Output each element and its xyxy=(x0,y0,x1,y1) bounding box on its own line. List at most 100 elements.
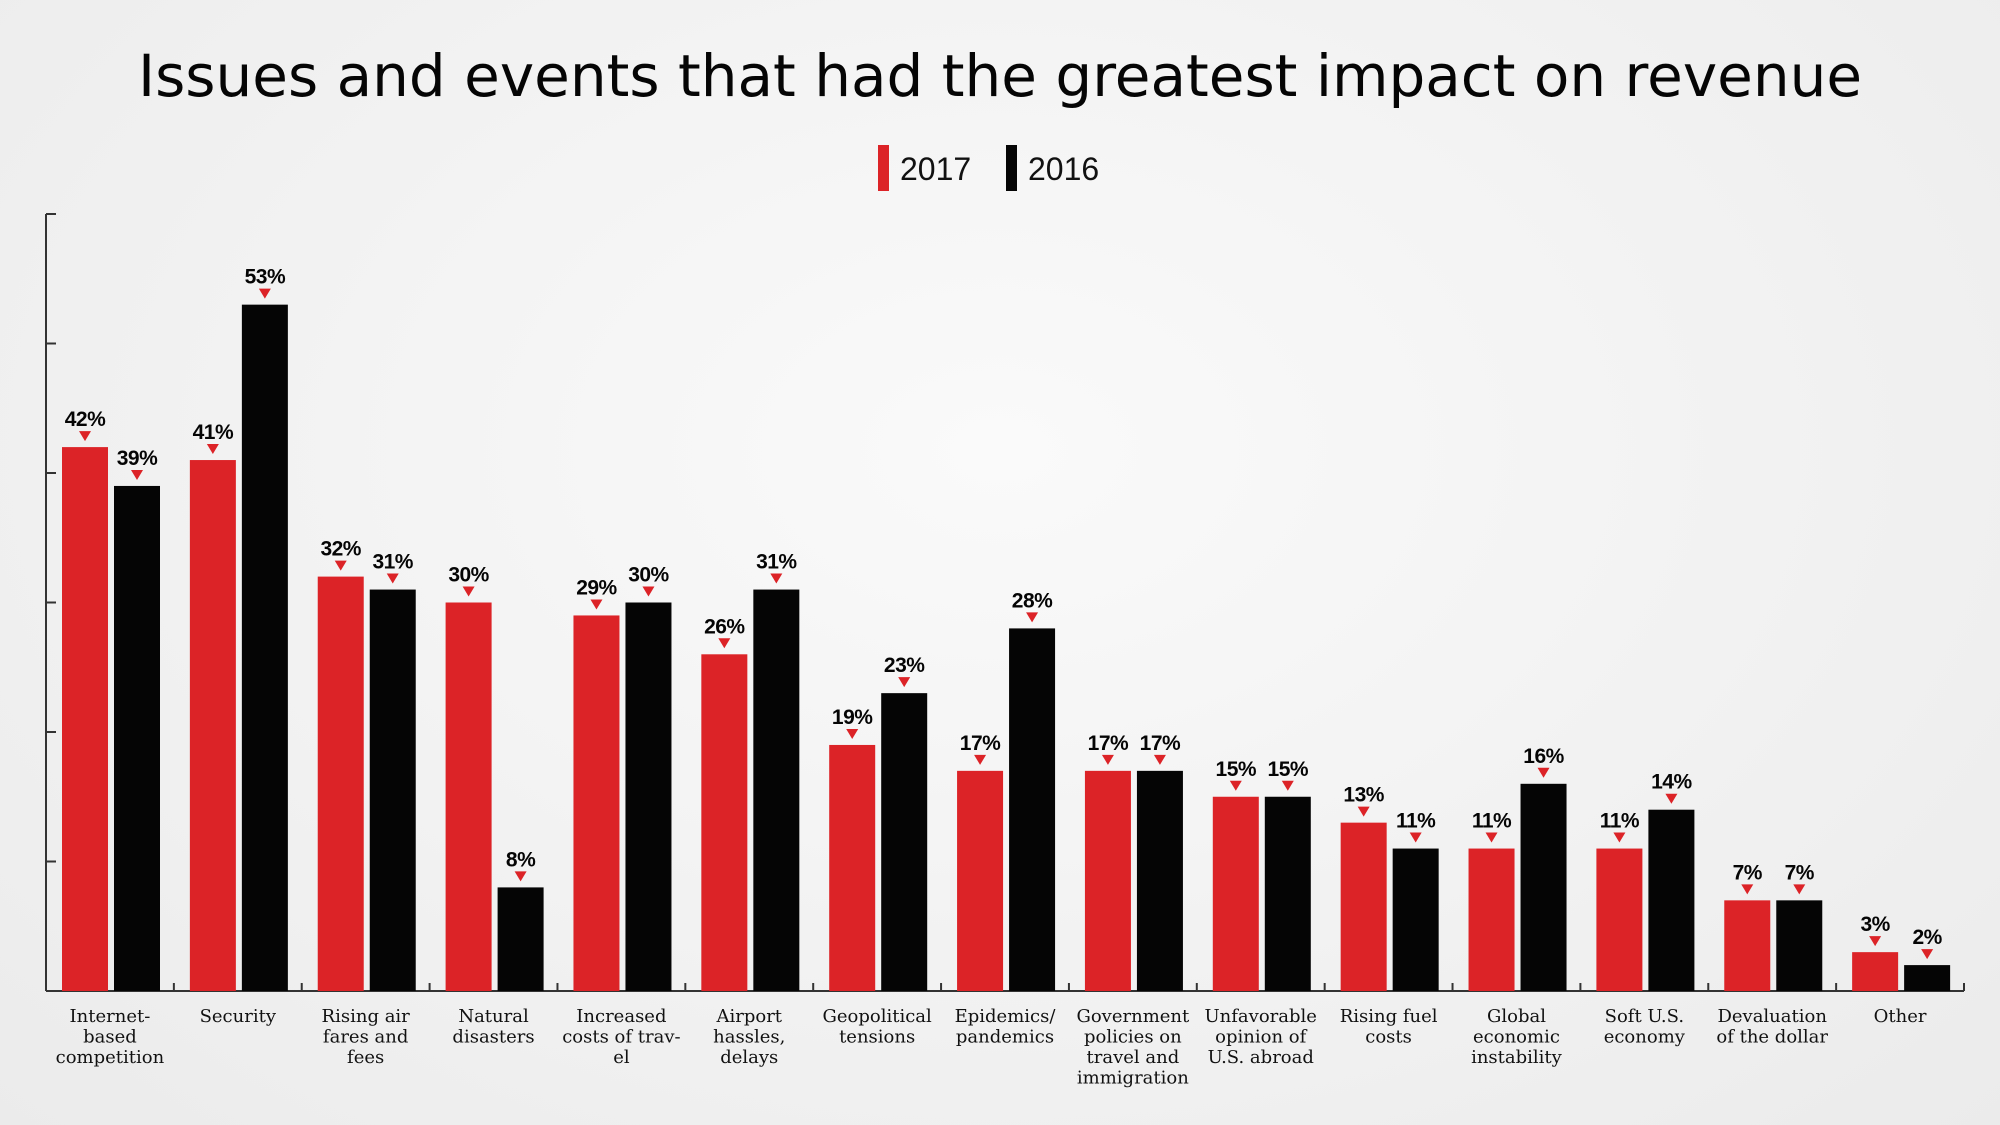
category-label: disasters xyxy=(452,1027,534,1048)
bar-2017 xyxy=(573,615,620,991)
category-label: immigration xyxy=(1077,1068,1189,1089)
bar-2016 xyxy=(497,887,544,991)
category-label: el xyxy=(613,1047,630,1068)
marker-triangle-icon xyxy=(770,573,783,584)
marker-triangle-icon xyxy=(1026,612,1039,623)
marker-triangle-icon xyxy=(718,638,731,649)
bar-2016 xyxy=(241,304,288,991)
category-label: instability xyxy=(1471,1047,1563,1068)
marker-triangle-icon xyxy=(590,599,603,610)
bar-2017 xyxy=(1852,952,1899,991)
bar-2016 xyxy=(369,589,416,991)
bar-2016 xyxy=(1009,628,1056,991)
data-label: 11% xyxy=(1396,810,1436,833)
category-label: Epidemics/ xyxy=(955,1006,1057,1027)
category-label: Soft U.S. xyxy=(1605,1006,1684,1027)
data-label: 28% xyxy=(1012,589,1053,612)
data-label: 14% xyxy=(1651,771,1692,794)
bar-2016 xyxy=(1776,900,1823,991)
data-label: 31% xyxy=(372,551,413,574)
bar-2017 xyxy=(445,602,492,991)
data-label: 42% xyxy=(65,408,106,431)
data-label: 19% xyxy=(832,706,873,729)
data-label: 30% xyxy=(448,564,489,587)
bar-2016 xyxy=(114,485,160,991)
category-label: travel and xyxy=(1087,1047,1180,1068)
bar-2016 xyxy=(625,602,672,991)
marker-triangle-icon xyxy=(898,677,911,688)
data-label: 2% xyxy=(1912,926,1942,949)
data-label: 3% xyxy=(1860,913,1890,936)
marker-triangle-icon xyxy=(1409,832,1422,843)
data-label: 30% xyxy=(628,564,669,587)
bar-2017 xyxy=(317,576,364,991)
category-label: tensions xyxy=(839,1027,915,1048)
bar-2017 xyxy=(829,744,876,991)
category-label: Airport xyxy=(715,1006,782,1027)
category-label: Security xyxy=(200,1006,277,1027)
marker-triangle-icon xyxy=(1229,780,1242,791)
data-label: 17% xyxy=(1088,732,1129,755)
data-label: 11% xyxy=(1600,810,1640,833)
bar-2016 xyxy=(1264,796,1311,991)
category-label: based xyxy=(83,1027,137,1048)
marker-triangle-icon xyxy=(334,560,347,571)
category-label: Unfavorable xyxy=(1205,1006,1317,1027)
data-label: 17% xyxy=(960,732,1001,755)
marker-triangle-icon xyxy=(206,444,219,455)
marker-triangle-icon xyxy=(974,754,987,765)
category-label: U.S. abroad xyxy=(1208,1047,1314,1068)
category-label: policies on xyxy=(1084,1027,1182,1048)
data-label: 26% xyxy=(704,615,745,638)
category-label: hassles, xyxy=(713,1027,785,1048)
category-label: costs xyxy=(1365,1027,1412,1048)
marker-triangle-icon xyxy=(1537,767,1550,778)
category-label: Government xyxy=(1076,1006,1190,1027)
data-label: 17% xyxy=(1140,732,1181,755)
bar-2017 xyxy=(62,447,108,992)
bar-2017 xyxy=(1724,900,1771,991)
marker-triangle-icon xyxy=(1153,754,1166,765)
bar-2016 xyxy=(1904,965,1951,991)
data-label: 39% xyxy=(117,447,158,470)
data-label: 41% xyxy=(193,421,234,444)
category-label: Rising fuel xyxy=(1340,1006,1438,1027)
bar-2016 xyxy=(1648,809,1695,991)
category-label: fees xyxy=(347,1047,384,1068)
bar-2017 xyxy=(1084,770,1131,991)
category-label: Geopolitical xyxy=(822,1006,932,1027)
category-label: Devaluation xyxy=(1717,1006,1827,1027)
data-label: 8% xyxy=(506,848,536,871)
data-label: 15% xyxy=(1268,758,1309,781)
bar-2016 xyxy=(881,693,928,991)
data-label: 32% xyxy=(320,538,361,561)
legend-label-2017: 2017 xyxy=(900,151,971,187)
category-label: delays xyxy=(720,1047,778,1068)
marker-triangle-icon xyxy=(1921,949,1934,960)
marker-triangle-icon xyxy=(514,871,527,882)
category-label: pandemics xyxy=(956,1027,1054,1048)
legend-swatch-2016 xyxy=(1006,145,1017,191)
category-label: fares and xyxy=(323,1027,408,1048)
marker-triangle-icon xyxy=(1485,832,1498,843)
category-label: of the dollar xyxy=(1716,1027,1828,1048)
legend-label-2016: 2016 xyxy=(1028,151,1099,187)
category-label: Natural xyxy=(458,1006,529,1027)
marker-triangle-icon xyxy=(1869,936,1882,947)
marker-triangle-icon xyxy=(79,431,91,442)
category-label: opinion of xyxy=(1215,1027,1307,1048)
bar-2017 xyxy=(957,770,1004,991)
data-label: 15% xyxy=(1216,758,1257,781)
marker-triangle-icon xyxy=(1281,780,1294,791)
bar-2017 xyxy=(1340,822,1387,991)
marker-triangle-icon xyxy=(131,469,143,480)
bar-2016 xyxy=(1136,770,1183,991)
data-label: 7% xyxy=(1733,861,1763,884)
category-label: Internet- xyxy=(70,1006,151,1027)
category-label: Other xyxy=(1874,1006,1927,1027)
legend-swatch-2017 xyxy=(878,145,889,191)
bar-2017 xyxy=(189,460,236,991)
data-label: 23% xyxy=(884,654,925,677)
data-label: 7% xyxy=(1785,861,1815,884)
